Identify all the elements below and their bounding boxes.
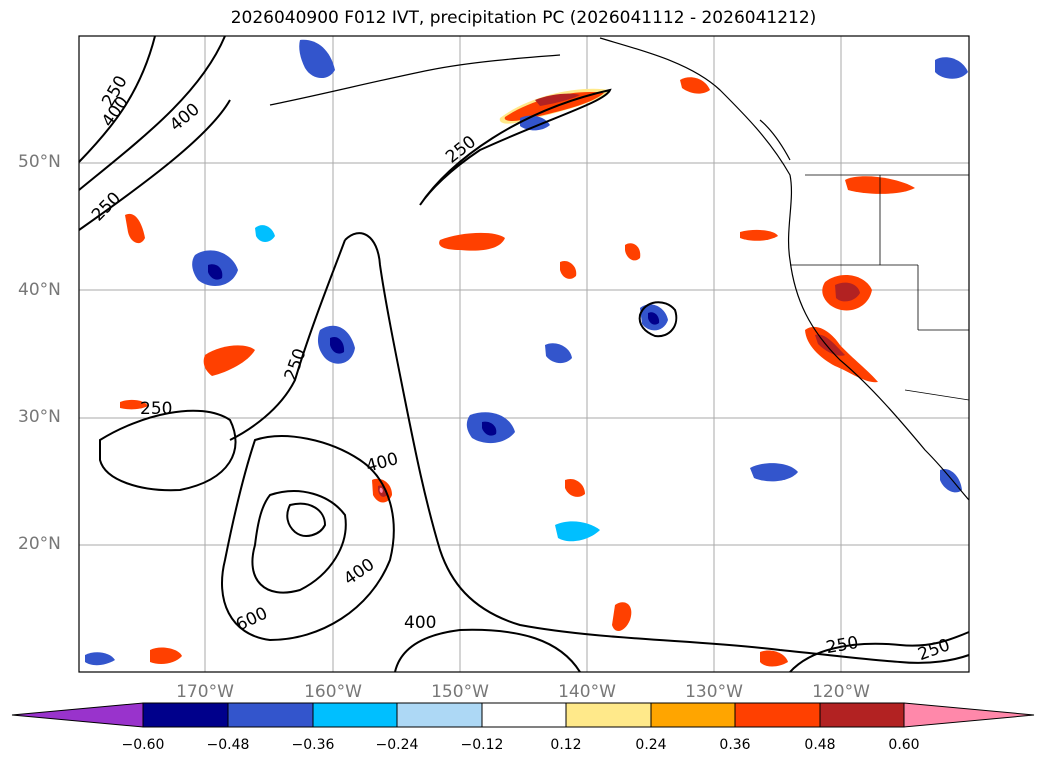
- colorbar-extend-high: [903, 702, 1035, 728]
- colorbar-segment: [650, 702, 736, 728]
- blob-mid-blue: [545, 343, 572, 364]
- contour-400-center: [221, 435, 395, 642]
- contour-label: 250: [140, 399, 172, 419]
- contour-north-250: [419, 88, 612, 206]
- lon-label-150w: 150°W: [431, 682, 489, 702]
- lat-label-40n: 40°N: [18, 280, 61, 300]
- coast-north-america: [599, 37, 970, 501]
- blob-east-blue: [750, 463, 798, 482]
- blob-west-1: [203, 345, 255, 376]
- blob-mid-2: [740, 229, 778, 241]
- state-borders: [790, 174, 970, 401]
- colorbar-tick: −0.60: [121, 737, 165, 753]
- blob-lightblue-2: [555, 521, 600, 542]
- contour-400-bottom: [394, 628, 581, 673]
- colorbar-extend-low: [11, 702, 144, 728]
- contour-gyre: [638, 301, 678, 338]
- colorbar-segment: [142, 702, 229, 728]
- lon-label-130w: 130°W: [685, 682, 743, 702]
- contour-main-250: [344, 232, 970, 664]
- colorbar-tick: 0.24: [635, 737, 667, 753]
- plot-frame: [78, 35, 970, 673]
- blob-nw-blue: [299, 39, 335, 79]
- blob-central: [439, 232, 505, 251]
- colorbar-tick: 0.60: [888, 737, 920, 753]
- colorbar-tick: −0.48: [206, 737, 250, 753]
- lon-label-160w: 160°W: [304, 682, 362, 702]
- contour-nw-250b: [78, 99, 231, 231]
- colorbar-tick: 0.48: [804, 737, 836, 753]
- coast-vancouver: [759, 119, 791, 161]
- precip-positive-areas: [120, 77, 915, 667]
- colorbar-tick: 0.36: [719, 737, 751, 753]
- colorbar-tick: −0.24: [375, 737, 419, 753]
- plot-title: 2026040900 F012 IVT, precipitation PC (2…: [230, 8, 817, 28]
- blob-west-2: [125, 213, 145, 244]
- colorbar-segment: [396, 702, 483, 728]
- lon-label-170w: 170°W: [176, 682, 234, 702]
- border-az-ca: [904, 389, 970, 401]
- coast-alaska-chain: [269, 54, 561, 106]
- blob-mid-1: [560, 260, 577, 279]
- contour-se-250: [789, 631, 970, 673]
- blob-bc: [680, 77, 710, 94]
- colorbar-segment: [819, 702, 905, 728]
- lon-label-140w: 140°W: [558, 682, 616, 702]
- colorbar-segment: [481, 702, 567, 728]
- blob-south: [612, 602, 632, 632]
- blob-lightblue-1: [255, 225, 275, 242]
- colorbar-tick: −0.12: [460, 737, 504, 753]
- contour-600-inner: [286, 502, 327, 537]
- blob-se: [760, 650, 788, 667]
- blob-mid-3: [625, 243, 641, 261]
- colorbar-segment: [312, 702, 398, 728]
- blob-ne-blue: [935, 57, 968, 79]
- contour-main-250b: [229, 239, 346, 441]
- lat-label-20n: 20°N: [18, 534, 61, 554]
- contour-label: 400: [404, 613, 436, 633]
- blob-mid-4: [565, 478, 585, 497]
- precip-negative-areas: [85, 39, 968, 666]
- blob-west-3: [120, 399, 148, 410]
- blob-south-blue: [85, 652, 115, 666]
- colorbar-segment: [227, 702, 314, 728]
- colorbar-segment: [734, 702, 821, 728]
- blob-sw: [150, 647, 182, 664]
- ivt-contours: [78, 35, 970, 673]
- contour-600: [251, 490, 347, 594]
- contour-nw-400: [78, 35, 226, 191]
- coastlines: [269, 37, 970, 501]
- contour-nw-250: [78, 35, 156, 163]
- colorbar-tick: −0.36: [291, 737, 335, 753]
- colorbar-segment: [565, 702, 652, 728]
- colorbar-tick: 0.12: [550, 737, 582, 753]
- blob-pink-dot: [379, 487, 383, 493]
- contour-west-250: [99, 409, 237, 492]
- lat-label-30n: 30°N: [18, 407, 61, 427]
- lon-label-120w: 120°W: [812, 682, 870, 702]
- colorbar: [11, 702, 1035, 728]
- lat-label-50n: 50°N: [18, 152, 61, 172]
- blob-baja-blue: [940, 468, 962, 493]
